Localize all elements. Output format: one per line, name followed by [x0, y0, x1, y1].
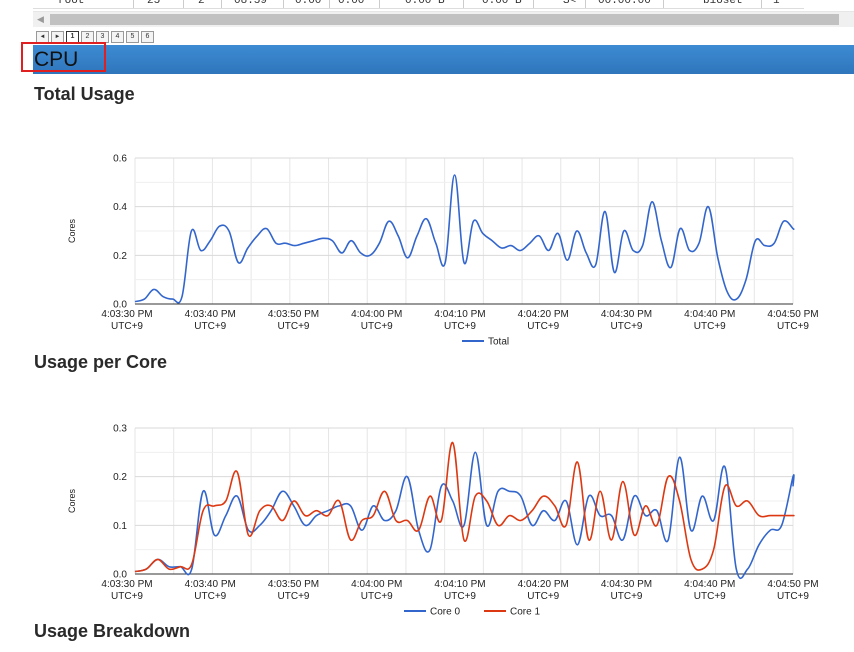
x-tick-sublabel: UTC+9 [278, 321, 310, 332]
pager-page-6[interactable]: 6 [141, 31, 154, 43]
cpu-section-title: CPU [34, 48, 79, 71]
legend-label: Core 1 [510, 607, 540, 618]
x-tick-sublabel: UTC+9 [444, 321, 476, 332]
table-cell: S< [563, 0, 577, 7]
table-cell: 00:00:00 [598, 0, 651, 7]
table-column-divider [585, 0, 586, 8]
total-usage-title: Total Usage [34, 84, 135, 104]
x-tick-sublabel: UTC+9 [111, 321, 143, 332]
x-tick-sublabel: UTC+9 [611, 591, 643, 602]
y-tick-label: 0.1 [113, 521, 127, 532]
x-tick-label: 4:04:50 PM [767, 309, 818, 320]
x-tick-sublabel: UTC+9 [361, 591, 393, 602]
table-horizontal-scrollbar[interactable]: ◀ [33, 11, 854, 27]
table-cell: bioset [703, 0, 743, 7]
x-tick-label: 4:04:10 PM [434, 579, 485, 590]
pager-next-button[interactable]: ► [51, 31, 64, 43]
x-tick-sublabel: UTC+9 [611, 321, 643, 332]
table-column-divider [463, 0, 464, 8]
x-tick-label: 4:04:10 PM [434, 309, 485, 320]
x-tick-sublabel: UTC+9 [527, 321, 559, 332]
y-axis-title: Cores [67, 489, 77, 514]
scroll-left-arrow-icon[interactable]: ◀ [37, 14, 44, 24]
x-tick-label: 4:03:40 PM [185, 309, 236, 320]
x-tick-sublabel: UTC+9 [194, 591, 226, 602]
usage-breakdown-title: Usage Breakdown [34, 621, 191, 641]
x-tick-sublabel: UTC+9 [361, 321, 393, 332]
y-tick-label: 0.2 [113, 472, 127, 483]
series-line-total [134, 174, 795, 304]
x-tick-label: 4:03:30 PM [101, 579, 152, 590]
legend-label: Total [488, 337, 509, 348]
x-tick-label: 4:04:00 PM [351, 309, 402, 320]
table-column-divider [761, 0, 762, 8]
x-tick-sublabel: UTC+9 [527, 591, 559, 602]
table-column-divider [283, 0, 284, 8]
table-cell: 0.00 B [482, 0, 522, 7]
y-tick-label: 0.2 [113, 251, 127, 262]
pager-page-4[interactable]: 4 [111, 31, 124, 43]
y-tick-label: 0.0 [113, 300, 127, 311]
x-tick-sublabel: UTC+9 [694, 591, 726, 602]
cpu-section-header [33, 45, 854, 74]
x-tick-label: 4:03:30 PM [101, 309, 152, 320]
y-tick-label: 0.0 [113, 570, 127, 581]
x-tick-sublabel: UTC+9 [194, 321, 226, 332]
table-column-divider [133, 0, 134, 8]
table-column-divider [183, 0, 184, 8]
table-cell: 0.00 B [405, 0, 445, 7]
y-tick-label: 0.3 [113, 424, 127, 435]
x-tick-sublabel: UTC+9 [777, 321, 809, 332]
usage-per-core-title: Usage per Core [34, 352, 168, 372]
x-tick-label: 4:03:40 PM [185, 579, 236, 590]
x-tick-sublabel: UTC+9 [694, 321, 726, 332]
legend-label: Core 0 [430, 607, 460, 618]
series-line-core-1 [134, 441, 795, 573]
x-tick-label: 4:04:30 PM [601, 309, 652, 320]
scrollbar-thumb[interactable] [50, 14, 839, 25]
x-tick-label: 4:04:40 PM [684, 309, 735, 320]
x-tick-label: 4:04:20 PM [518, 309, 569, 320]
x-tick-label: 4:04:30 PM [601, 579, 652, 590]
table-cell: 1 [773, 0, 780, 7]
x-tick-label: 4:03:50 PM [268, 309, 319, 320]
x-tick-label: 4:04:50 PM [767, 579, 818, 590]
table-column-divider [379, 0, 380, 8]
table-column-divider [329, 0, 330, 8]
highlight-annotation-box [21, 42, 106, 72]
table-cell: 0.00 [295, 0, 322, 7]
x-tick-sublabel: UTC+9 [278, 591, 310, 602]
table-cell: 08:59 [234, 0, 268, 7]
pager-page-5[interactable]: 5 [126, 31, 139, 43]
y-axis-title: Cores [67, 219, 77, 244]
x-tick-label: 4:04:40 PM [684, 579, 735, 590]
x-tick-label: 4:04:20 PM [518, 579, 569, 590]
table-column-divider [221, 0, 222, 8]
table-cell: root [58, 0, 85, 7]
table-column-divider [533, 0, 534, 8]
process-table-row: root 25 2 08:59 0.00 0.00 0.00 B 0.00 B S< 00:00:… [33, 0, 804, 9]
table-cell: 2 [198, 0, 205, 7]
table-cell: 0.00 [338, 0, 365, 7]
table-column-divider [663, 0, 664, 8]
series-line-core-0 [134, 451, 795, 580]
table-cell: 25 [147, 0, 161, 7]
x-tick-sublabel: UTC+9 [777, 591, 809, 602]
y-tick-label: 0.6 [113, 154, 127, 165]
x-tick-sublabel: UTC+9 [111, 591, 143, 602]
y-tick-label: 0.4 [113, 202, 127, 213]
x-tick-sublabel: UTC+9 [444, 591, 476, 602]
x-tick-label: 4:04:00 PM [351, 579, 402, 590]
x-tick-label: 4:03:50 PM [268, 579, 319, 590]
